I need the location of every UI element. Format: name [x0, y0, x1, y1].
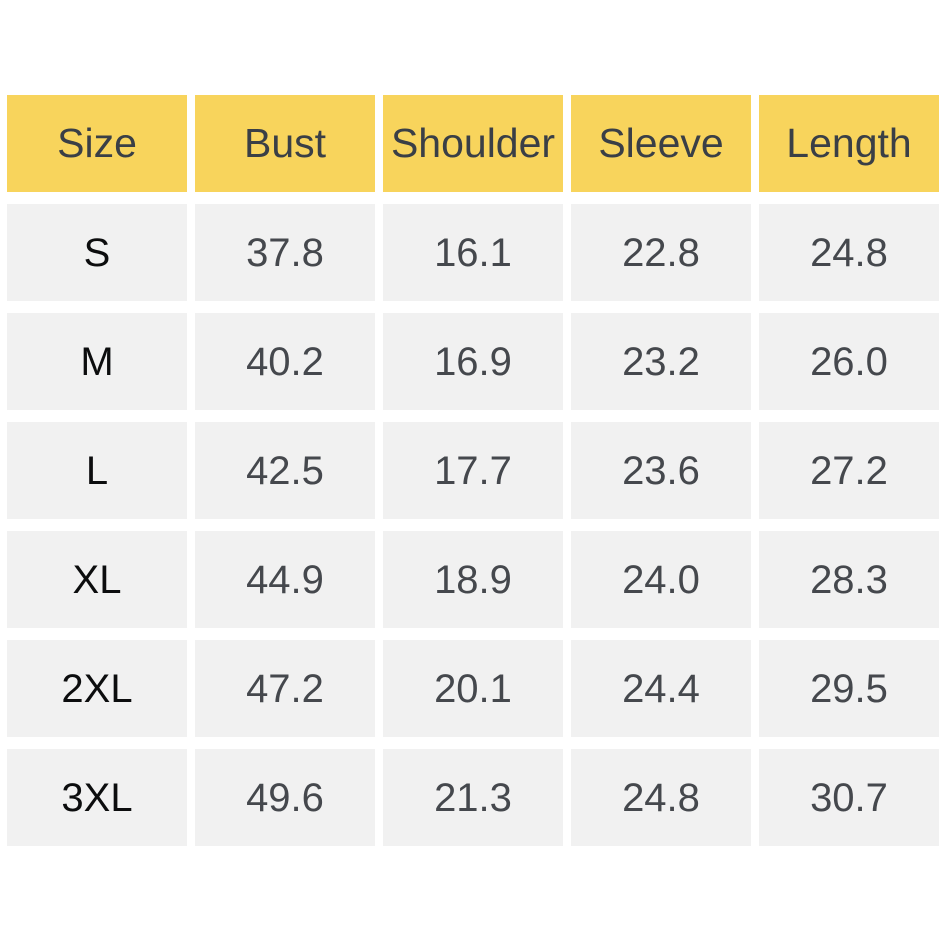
size-label: S — [7, 204, 187, 301]
header-cell-sleeve: Sleeve — [571, 95, 751, 192]
size-label: 2XL — [7, 640, 187, 737]
bust-value: 37.8 — [195, 204, 375, 301]
bust-value: 49.6 — [195, 749, 375, 846]
size-chart-table: Size Bust Shoulder Sleeve Length S 37.8 … — [7, 95, 939, 846]
sleeve-value: 24.4 — [571, 640, 751, 737]
shoulder-value: 21.3 — [383, 749, 563, 846]
header-cell-size: Size — [7, 95, 187, 192]
shoulder-value: 18.9 — [383, 531, 563, 628]
size-label: L — [7, 422, 187, 519]
shoulder-value: 17.7 — [383, 422, 563, 519]
sleeve-value: 24.0 — [571, 531, 751, 628]
header-cell-length: Length — [759, 95, 939, 192]
bust-value: 47.2 — [195, 640, 375, 737]
length-value: 24.8 — [759, 204, 939, 301]
shoulder-value: 16.9 — [383, 313, 563, 410]
header-cell-shoulder: Shoulder — [383, 95, 563, 192]
shoulder-value: 16.1 — [383, 204, 563, 301]
bust-value: 40.2 — [195, 313, 375, 410]
sleeve-value: 24.8 — [571, 749, 751, 846]
length-value: 27.2 — [759, 422, 939, 519]
sleeve-value: 23.2 — [571, 313, 751, 410]
shoulder-value: 20.1 — [383, 640, 563, 737]
length-value: 29.5 — [759, 640, 939, 737]
size-label: 3XL — [7, 749, 187, 846]
bust-value: 42.5 — [195, 422, 375, 519]
header-cell-bust: Bust — [195, 95, 375, 192]
length-value: 30.7 — [759, 749, 939, 846]
sleeve-value: 22.8 — [571, 204, 751, 301]
length-value: 26.0 — [759, 313, 939, 410]
bust-value: 44.9 — [195, 531, 375, 628]
size-label: M — [7, 313, 187, 410]
size-label: XL — [7, 531, 187, 628]
length-value: 28.3 — [759, 531, 939, 628]
sleeve-value: 23.6 — [571, 422, 751, 519]
